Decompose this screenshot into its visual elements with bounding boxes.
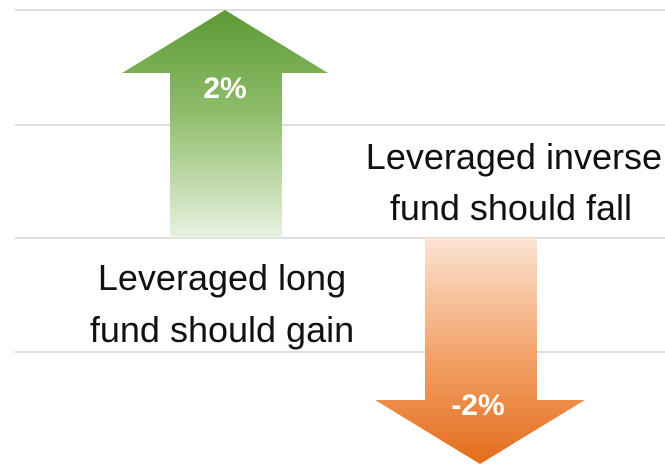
up-arrow bbox=[122, 10, 328, 238]
annotation: Leveraged long bbox=[98, 257, 346, 298]
arrow-label: -2% bbox=[451, 389, 504, 422]
annotation: fund should gain bbox=[90, 309, 354, 350]
annotation: fund should fall bbox=[390, 187, 632, 228]
arrow-label: 2% bbox=[203, 72, 246, 105]
annotation: Leveraged inverse bbox=[366, 136, 662, 177]
down-arrow bbox=[375, 238, 585, 464]
